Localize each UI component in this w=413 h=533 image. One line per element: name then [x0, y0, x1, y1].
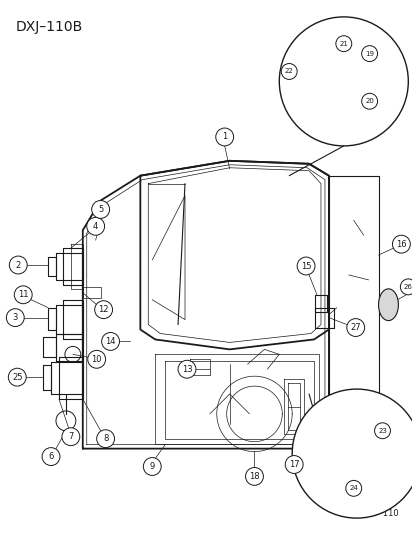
Circle shape	[6, 309, 24, 327]
Text: 16: 16	[395, 240, 406, 249]
Text: 15: 15	[300, 262, 311, 271]
Circle shape	[14, 286, 32, 304]
Text: 1: 1	[221, 133, 227, 141]
Text: 3: 3	[12, 313, 18, 322]
Circle shape	[101, 333, 119, 350]
Circle shape	[292, 389, 413, 518]
Text: 24: 24	[349, 486, 357, 491]
Text: DXJ–110B: DXJ–110B	[15, 20, 82, 34]
Circle shape	[280, 63, 297, 79]
Circle shape	[92, 200, 109, 219]
Circle shape	[9, 256, 27, 274]
Circle shape	[62, 428, 80, 446]
Text: 20: 20	[364, 98, 373, 104]
Circle shape	[42, 448, 60, 465]
Text: 17: 17	[288, 460, 299, 469]
Circle shape	[143, 457, 161, 475]
Text: 22: 22	[284, 68, 293, 75]
Text: 8: 8	[103, 434, 108, 443]
Text: 14: 14	[105, 337, 116, 346]
Circle shape	[215, 128, 233, 146]
Text: 11: 11	[18, 290, 28, 300]
Circle shape	[392, 235, 409, 253]
Circle shape	[361, 46, 377, 61]
Text: 23: 23	[377, 428, 386, 434]
Circle shape	[285, 456, 302, 473]
Circle shape	[97, 430, 114, 448]
Text: 18: 18	[249, 472, 259, 481]
Circle shape	[374, 423, 389, 439]
Circle shape	[279, 17, 407, 146]
Text: 27: 27	[349, 323, 360, 332]
Circle shape	[399, 279, 413, 295]
Circle shape	[87, 217, 104, 235]
Text: 94J69  110: 94J69 110	[353, 509, 397, 518]
Text: 4: 4	[93, 222, 98, 231]
Text: 12: 12	[98, 305, 109, 314]
Circle shape	[335, 36, 351, 52]
Text: 19: 19	[364, 51, 373, 56]
Ellipse shape	[377, 289, 397, 320]
Text: 25: 25	[12, 373, 22, 382]
Circle shape	[178, 360, 195, 378]
Text: 7: 7	[68, 432, 74, 441]
Text: 26: 26	[403, 284, 412, 290]
Circle shape	[346, 319, 364, 336]
Text: 9: 9	[149, 462, 154, 471]
Circle shape	[95, 301, 112, 319]
Circle shape	[361, 93, 377, 109]
Circle shape	[245, 467, 263, 486]
Circle shape	[345, 480, 361, 496]
Text: 5: 5	[98, 205, 103, 214]
Circle shape	[8, 368, 26, 386]
Text: 13: 13	[181, 365, 192, 374]
Text: 21: 21	[339, 41, 347, 47]
Text: 10: 10	[91, 355, 102, 364]
Circle shape	[297, 257, 314, 275]
Circle shape	[88, 350, 105, 368]
Text: 2: 2	[16, 261, 21, 270]
Text: 6: 6	[48, 452, 54, 461]
